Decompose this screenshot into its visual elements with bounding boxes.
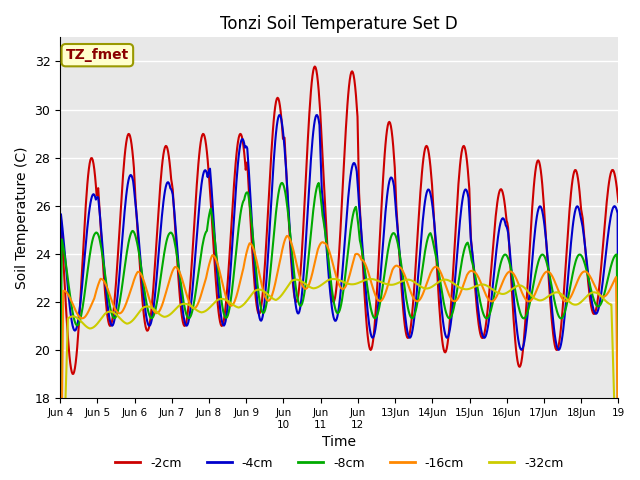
X-axis label: Time: Time [323,435,356,449]
Text: TZ_fmet: TZ_fmet [66,48,129,62]
-2cm [311,63,319,69]
-8cm [408,315,416,321]
-32cm [408,278,416,284]
-2cm [408,314,416,320]
Line: -4cm: -4cm [60,115,618,420]
-2cm [67,360,74,366]
-32cm [67,314,74,320]
-16cm [424,276,432,282]
-8cm [278,180,286,186]
-32cm [424,286,432,291]
-4cm [408,331,416,336]
-16cm [408,292,416,298]
-2cm [180,323,188,329]
-8cm [124,244,132,250]
-4cm [180,318,188,324]
-2cm [424,147,432,153]
Line: -32cm: -32cm [60,279,618,480]
-4cm [124,181,132,187]
Line: -2cm: -2cm [60,66,618,480]
-32cm [330,276,337,282]
-16cm [124,296,132,302]
-16cm [283,233,291,239]
-2cm [210,249,218,255]
-4cm [67,308,74,313]
-4cm [56,415,64,421]
-4cm [276,112,284,118]
-32cm [210,300,218,306]
-8cm [56,471,64,477]
Title: Tonzi Soil Temperature Set D: Tonzi Soil Temperature Set D [220,15,458,33]
-2cm [614,199,622,205]
-2cm [124,132,132,138]
Legend: -2cm, -4cm, -8cm, -16cm, -32cm: -2cm, -4cm, -8cm, -16cm, -32cm [110,452,568,475]
-16cm [67,296,74,301]
-32cm [124,321,132,326]
-8cm [180,303,188,309]
-4cm [614,418,622,423]
Line: -8cm: -8cm [60,183,618,480]
-8cm [210,228,218,234]
Line: -16cm: -16cm [60,236,618,480]
-16cm [210,253,218,259]
-4cm [210,221,218,227]
-8cm [424,234,432,240]
Y-axis label: Soil Temperature (C): Soil Temperature (C) [15,146,29,289]
-16cm [180,284,188,290]
-8cm [67,294,74,300]
-4cm [424,187,432,192]
-32cm [180,301,188,307]
